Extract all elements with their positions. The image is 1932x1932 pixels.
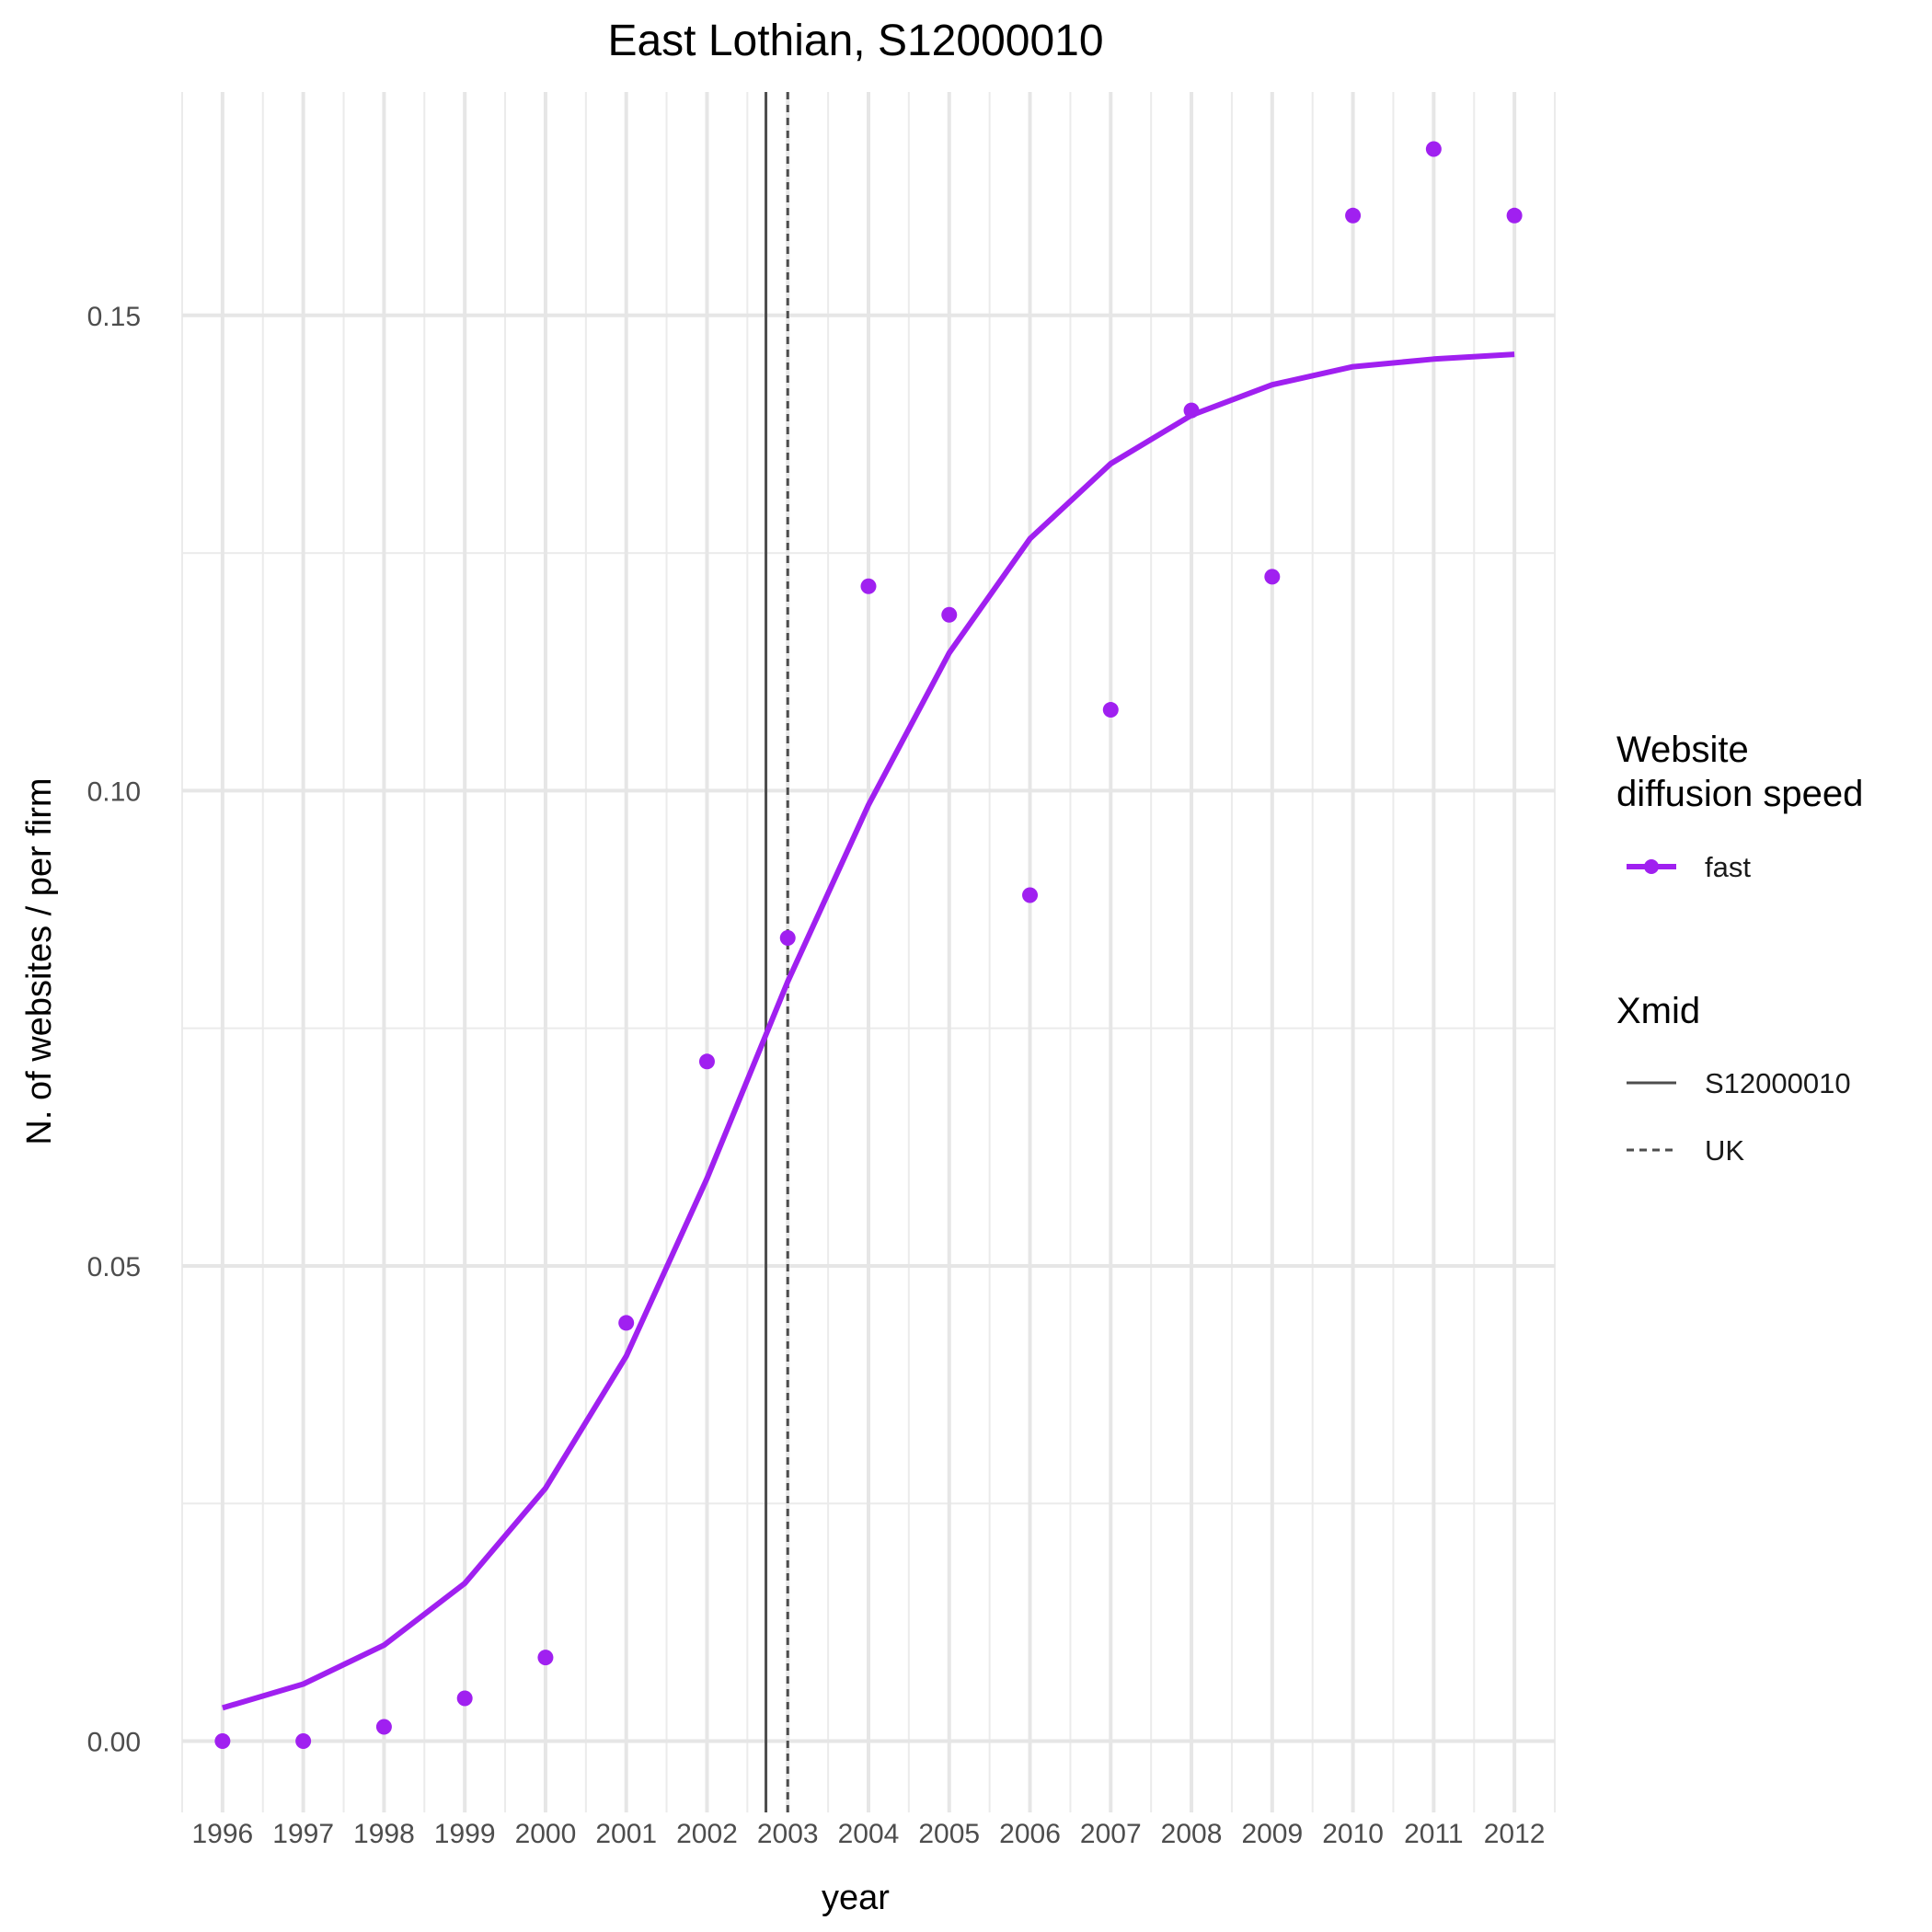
y-tick-label: 0.05 [87, 1252, 141, 1282]
x-tick-label: 1998 [353, 1819, 415, 1849]
data-point-fast-2002 [698, 1053, 715, 1070]
series [214, 141, 1523, 1750]
x-tick-label: 1997 [272, 1819, 334, 1849]
reference-lines [765, 92, 789, 1812]
data-point-fast-1997 [295, 1733, 312, 1750]
data-point-fast-1999 [456, 1690, 473, 1707]
y-tick-label: 0.00 [87, 1728, 141, 1758]
x-axis-ticks: 1996 1997 1998 1999 2000 2001 2002 2003 2004 2005… [192, 1819, 1546, 1849]
data-point-fast-1996 [214, 1733, 231, 1750]
x-tick-label: 1996 [192, 1819, 254, 1849]
data-point-fast-2004 [860, 578, 877, 594]
legend-label-s12000010: S12000010 [1705, 1067, 1851, 1099]
grid [181, 92, 1556, 1812]
legend-label-uk: UK [1705, 1134, 1744, 1167]
y-axis-title: N. of websites / per firm [20, 777, 59, 1144]
series-fast-fitted-line [222, 351, 1515, 1711]
y-axis-ticks: 0.00 0.05 0.10 0.15 [87, 302, 141, 1758]
legend: Website diffusion speed fast Xmid S12000… [1616, 730, 1863, 1167]
data-point-fast-2000 [537, 1650, 554, 1666]
x-tick-label: 2009 [1241, 1819, 1303, 1849]
x-tick-label: 2011 [1404, 1819, 1464, 1849]
data-point-fast-2012 [1506, 207, 1523, 224]
chart-title: East Lothian, S12000010 [607, 17, 1103, 65]
x-axis-title: year [822, 1879, 890, 1917]
legend-label-fast: fast [1705, 851, 1751, 883]
data-point-fast-2003 [779, 930, 796, 947]
y-tick-label: 0.15 [87, 302, 141, 332]
x-tick-label: 2001 [595, 1819, 657, 1849]
data-point-fast-2009 [1264, 569, 1281, 585]
x-tick-label: 2006 [999, 1819, 1061, 1849]
data-point-fast-2007 [1102, 702, 1119, 719]
data-point-fast-1998 [375, 1719, 392, 1735]
x-tick-label: 2008 [1161, 1819, 1223, 1849]
data-point-fast-2005 [941, 606, 958, 623]
data-point-fast-2008 [1183, 402, 1200, 419]
x-tick-label: 1999 [434, 1819, 496, 1849]
x-tick-label: 2005 [918, 1819, 980, 1849]
legend-title-speed-line1: Website [1616, 730, 1749, 770]
x-tick-label: 2002 [676, 1819, 738, 1849]
data-point-fast-2001 [618, 1315, 635, 1331]
x-tick-label: 2007 [1080, 1819, 1142, 1849]
x-tick-label: 2010 [1322, 1819, 1384, 1849]
legend-key-fast-point [1644, 859, 1659, 874]
data-point-fast-2011 [1425, 141, 1442, 157]
legend-title-xmid: Xmid [1616, 991, 1700, 1031]
x-tick-label: 2003 [757, 1819, 819, 1849]
x-tick-label: 2000 [515, 1819, 577, 1849]
x-tick-label: 2012 [1484, 1819, 1546, 1849]
data-point-fast-2010 [1345, 207, 1362, 224]
y-tick-label: 0.10 [87, 776, 141, 807]
x-tick-label: 2004 [838, 1819, 900, 1849]
legend-title-speed-line2: diffusion speed [1616, 774, 1863, 814]
data-point-fast-2006 [1022, 887, 1039, 903]
